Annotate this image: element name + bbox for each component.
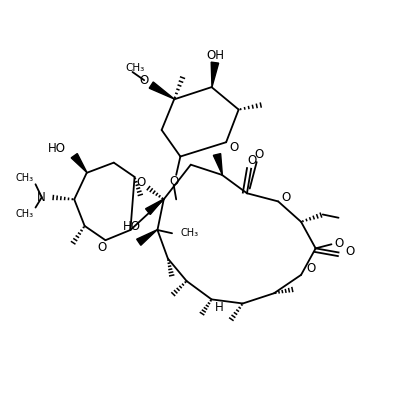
Text: H: H xyxy=(215,301,223,314)
Text: O: O xyxy=(169,175,178,188)
Polygon shape xyxy=(145,199,163,215)
Text: O: O xyxy=(334,237,344,249)
Text: CH₃: CH₃ xyxy=(125,63,145,73)
Text: HO: HO xyxy=(48,142,66,155)
Text: O: O xyxy=(307,262,316,275)
Text: CH₃: CH₃ xyxy=(180,228,199,238)
Text: N: N xyxy=(37,191,46,204)
Text: O: O xyxy=(281,191,290,204)
Text: O: O xyxy=(247,154,256,167)
Polygon shape xyxy=(211,62,219,87)
Text: O: O xyxy=(255,148,264,161)
Text: CH₃: CH₃ xyxy=(16,209,34,219)
Text: HO: HO xyxy=(123,220,141,233)
Text: OH: OH xyxy=(206,49,224,62)
Polygon shape xyxy=(71,154,87,173)
Polygon shape xyxy=(149,82,174,99)
Text: O: O xyxy=(229,141,238,154)
Polygon shape xyxy=(137,230,157,245)
Polygon shape xyxy=(213,154,222,175)
Text: O: O xyxy=(136,176,145,189)
Text: O: O xyxy=(346,245,355,258)
Text: O: O xyxy=(140,74,149,87)
Text: CH₃: CH₃ xyxy=(16,173,34,183)
Text: O: O xyxy=(98,241,107,254)
